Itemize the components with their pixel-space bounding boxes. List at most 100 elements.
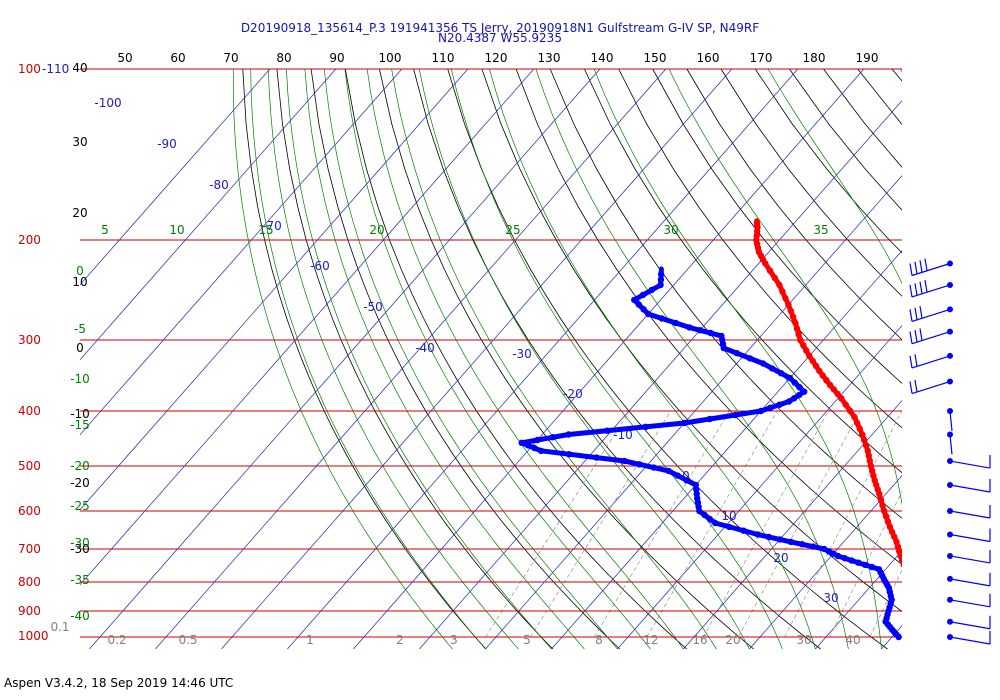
dry-adiabat bbox=[754, 68, 902, 254]
mixing-ratio-line bbox=[703, 410, 829, 638]
dewpoint-profile-point bbox=[657, 276, 665, 283]
temperature-profile-point bbox=[888, 528, 896, 536]
temperature-profile-point bbox=[851, 413, 858, 421]
temperature-profile-point bbox=[834, 390, 841, 398]
dewpoint-profile-point bbox=[706, 515, 713, 523]
height-tick-label: 0 bbox=[76, 341, 84, 355]
sounding-profiles bbox=[518, 218, 928, 641]
dewpoint-profile-point bbox=[635, 301, 643, 308]
dewpoint-profile-point bbox=[604, 427, 611, 434]
temperature-profile-point bbox=[842, 401, 849, 408]
wind-barb-feather bbox=[919, 306, 923, 319]
moist-adiabat bbox=[323, 68, 618, 650]
wind-barb-point bbox=[947, 618, 953, 625]
mixing-ratio-label: 12 bbox=[643, 633, 658, 647]
temperature-profile-point bbox=[792, 319, 799, 327]
dewpoint-profile-point bbox=[754, 531, 761, 538]
dewpoint-profile-point bbox=[796, 384, 803, 391]
dewpoint-profile-point bbox=[686, 324, 693, 331]
moist-adiabat bbox=[232, 69, 453, 650]
theta-tick-label: 120 bbox=[485, 51, 508, 65]
dewpoint-profile-point bbox=[776, 536, 784, 543]
temperature-profile-point bbox=[866, 457, 873, 465]
mixing-ratio-label: 1 bbox=[306, 633, 314, 647]
dewpoint-profile-point bbox=[565, 431, 572, 438]
wind-barb-point bbox=[947, 378, 953, 385]
temperature-profile-point bbox=[859, 431, 866, 438]
isotherm bbox=[80, 68, 535, 586]
wind-barb-staff bbox=[949, 484, 991, 493]
temperature-profile-point bbox=[806, 352, 813, 360]
temperature-profile-point bbox=[865, 452, 872, 459]
chart-title-line2: N20.4387 W55.9235 bbox=[438, 31, 562, 45]
wind-barb-feather bbox=[909, 263, 913, 276]
temperature-profile-point bbox=[826, 381, 834, 389]
wind-barb-staff bbox=[911, 355, 951, 369]
wind-barb-staff bbox=[949, 555, 991, 564]
temperature-profile-point bbox=[922, 624, 928, 630]
height-tick-label: -30 bbox=[70, 542, 90, 556]
moist-adiabat-left-label: 0 bbox=[76, 264, 84, 278]
height-tick-label: -10 bbox=[70, 407, 90, 421]
isotherm-label: -50 bbox=[363, 300, 383, 314]
moist-adiabat bbox=[450, 68, 783, 650]
wind-barb-feather bbox=[909, 284, 913, 298]
dewpoint-profile-point bbox=[631, 296, 638, 304]
dewpoint-profile-point bbox=[657, 281, 664, 289]
pressure-tick-label: 100 bbox=[18, 62, 41, 76]
temperature-profile-point bbox=[771, 274, 778, 281]
isotherm bbox=[419, 100, 902, 650]
dewpoint-profile-point bbox=[696, 327, 704, 334]
wind-barb-staff bbox=[949, 533, 991, 543]
pressure-tick-label: 700 bbox=[18, 542, 41, 556]
dewpoint-profile-point bbox=[658, 315, 666, 322]
temperature-profile-point bbox=[819, 372, 826, 379]
dewpoint-profile-point bbox=[759, 360, 767, 367]
dewpoint-profile-point bbox=[657, 271, 665, 278]
temperature-profile-point bbox=[856, 425, 863, 432]
temperature-profile-point bbox=[779, 288, 786, 295]
wind-barb-feather bbox=[914, 329, 918, 343]
pressure-tick-label: 600 bbox=[18, 504, 41, 518]
wind-barb-point bbox=[947, 306, 953, 313]
isotherm-label: -60 bbox=[310, 259, 330, 273]
temperature-profile-point bbox=[803, 347, 810, 354]
mixing-ratio-label: 16 bbox=[692, 633, 707, 647]
moist-adiabat-label: 10 bbox=[169, 223, 184, 237]
temperature-profile-point bbox=[902, 566, 908, 572]
dewpoint-profile-point bbox=[796, 391, 803, 399]
moist-adiabat bbox=[344, 68, 651, 650]
moist-adiabat-left-label: -20 bbox=[70, 459, 90, 473]
dewpoint-profile-point bbox=[681, 419, 688, 427]
mixing-ratio-label: 0.1 bbox=[50, 620, 69, 634]
temperature-profile-point bbox=[867, 462, 875, 470]
temperature-profile-point bbox=[785, 301, 792, 308]
isotherm-label: -20 bbox=[563, 387, 583, 401]
temperature-profile-point bbox=[903, 570, 909, 576]
temperature-profile-point bbox=[920, 621, 926, 627]
dewpoint-profile-point bbox=[862, 561, 869, 569]
theta-tick-label: 190 bbox=[856, 51, 879, 65]
dewpoint-profile-point bbox=[785, 398, 793, 405]
temperature-profile-point bbox=[904, 575, 910, 581]
moist-adiabat bbox=[593, 68, 882, 650]
wind-barb-point bbox=[947, 531, 953, 538]
pressure-tick-label: 400 bbox=[18, 404, 41, 418]
wind-barb-staff bbox=[911, 380, 951, 395]
dewpoint-profile-point bbox=[665, 467, 672, 475]
isotherm-label: 20 bbox=[773, 551, 788, 565]
height-tick-label: 20 bbox=[72, 206, 87, 220]
wind-barb-feather bbox=[924, 280, 928, 293]
dewpoint-profile-point bbox=[683, 477, 690, 484]
isotherm-label: -80 bbox=[209, 178, 229, 192]
theta-tick-label: 150 bbox=[644, 51, 667, 65]
dewpoint-profile-point bbox=[518, 439, 525, 446]
moist-adiabat-label: 20 bbox=[369, 223, 384, 237]
temperature-profile-point bbox=[795, 331, 802, 338]
theta-tick-label: 170 bbox=[750, 51, 773, 65]
dewpoint-profile-point bbox=[868, 563, 876, 571]
theta-tick-label: 70 bbox=[223, 51, 238, 65]
dewpoint-profile-point bbox=[757, 407, 765, 415]
dewpoint-profile-point bbox=[768, 365, 776, 372]
